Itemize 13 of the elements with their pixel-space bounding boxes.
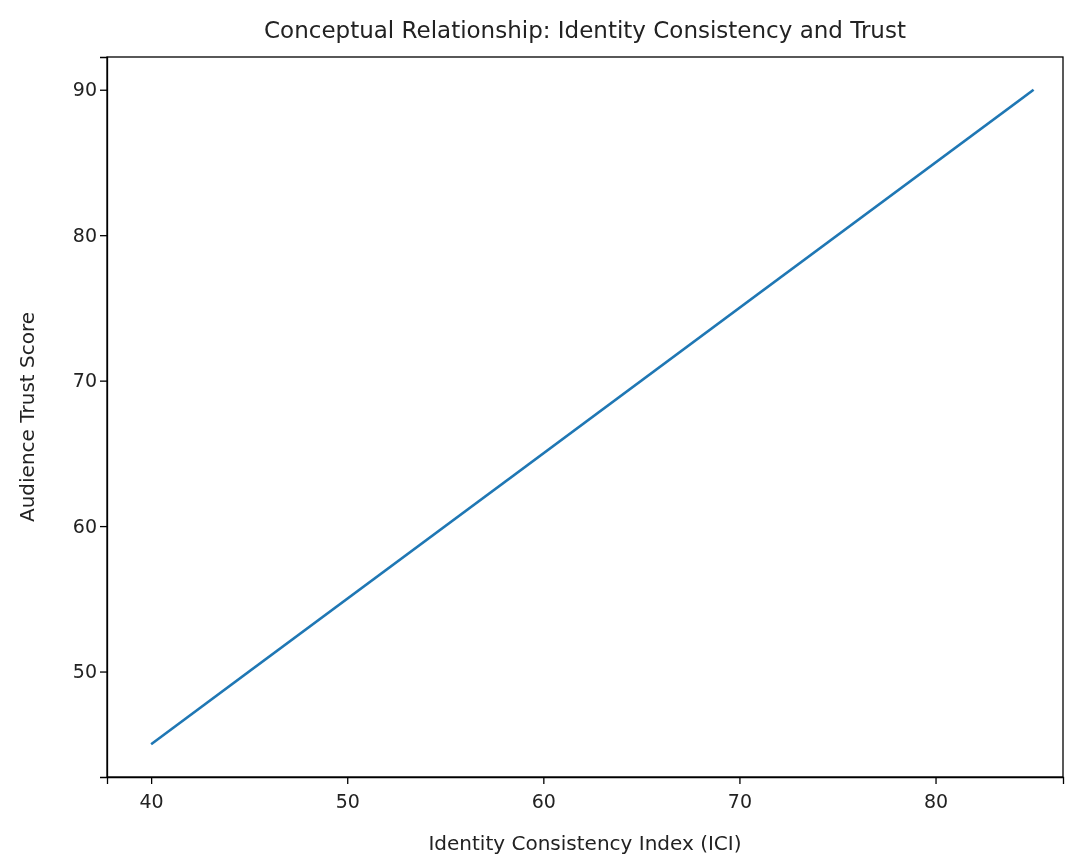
y-tick-label: 90 (72, 78, 97, 101)
chart-title: Conceptual Relationship: Identity Consistency and Trust (264, 17, 906, 43)
y-tick-label: 50 (72, 660, 97, 683)
x-tick-label: 70 (727, 789, 753, 812)
x-axis-title: Identity Consistency Index (ICI) (428, 831, 742, 855)
y-axis-title: Audience Trust Score (15, 311, 39, 523)
y-tick-label: 70 (72, 369, 97, 392)
y-tick-label: 60 (72, 514, 97, 537)
x-tick-label: 40 (139, 789, 164, 812)
x-tick-label: 80 (923, 789, 949, 812)
x-tick-label: 60 (531, 789, 556, 812)
y-tick-label: 80 (72, 223, 97, 246)
x-tick-label: 50 (335, 789, 360, 812)
